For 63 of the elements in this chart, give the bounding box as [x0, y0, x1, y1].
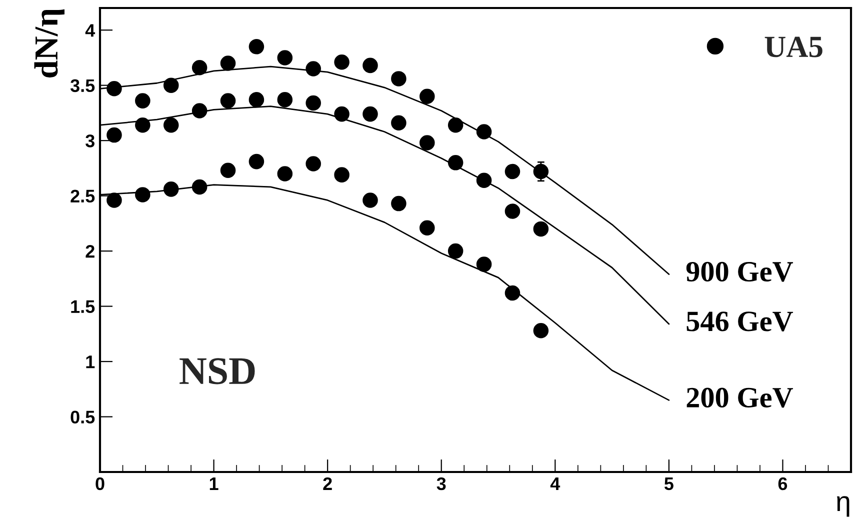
- point: [362, 106, 378, 122]
- point: [391, 196, 406, 212]
- point: [135, 187, 150, 202]
- point: [533, 322, 549, 338]
- point: [135, 93, 150, 108]
- annotation: NSD: [180, 358, 255, 384]
- point: [220, 93, 236, 108]
- point: [277, 50, 293, 66]
- x-tick-label: 5: [664, 478, 674, 490]
- legend-label: UA5: [764, 36, 822, 58]
- point: [362, 58, 378, 74]
- point: [420, 220, 435, 236]
- point: [334, 54, 350, 70]
- point: [277, 166, 293, 182]
- point: [306, 95, 321, 111]
- y-axis-title: dN/η: [34, 9, 64, 78]
- point: [106, 192, 122, 208]
- x-tick-label: 6: [778, 477, 788, 490]
- point: [192, 60, 208, 76]
- point: [334, 167, 350, 182]
- point: [533, 221, 549, 237]
- point: [362, 192, 378, 208]
- point: [504, 285, 520, 301]
- point: [448, 117, 464, 133]
- point: [277, 92, 293, 108]
- point: [448, 243, 464, 259]
- point: [163, 117, 179, 133]
- y-tick-label: 2: [86, 244, 94, 258]
- series-label: 200 GeV: [686, 388, 794, 408]
- x-tick-label: 3: [436, 477, 446, 490]
- point: [163, 78, 179, 93]
- series-label: 546 GeV: [686, 312, 794, 332]
- point: [420, 135, 435, 150]
- point: [334, 106, 350, 122]
- point: [220, 56, 236, 71]
- x-axis-title: η: [836, 496, 850, 517]
- point: [391, 115, 406, 131]
- y-tick-label: 1: [86, 356, 95, 368]
- x-tick-label: 4: [550, 478, 560, 490]
- point: [391, 71, 406, 86]
- point: [106, 127, 122, 143]
- x-tick-label: 2: [323, 477, 332, 490]
- point: [476, 256, 492, 272]
- x-tick-label: 0: [96, 477, 104, 490]
- y-tick-label: 1.5: [71, 300, 95, 314]
- point: [248, 154, 264, 170]
- point: [306, 61, 321, 76]
- x-tick-label: 1: [210, 478, 218, 490]
- point: [448, 155, 464, 170]
- point: [420, 88, 435, 104]
- y-tick-label: 0.5: [70, 410, 95, 424]
- point: [220, 162, 236, 178]
- point: [504, 164, 520, 180]
- point: [306, 156, 321, 172]
- y-tick-label: 4: [85, 24, 96, 37]
- point: [248, 92, 264, 108]
- point: [135, 117, 150, 133]
- y-tick-label: 2.5: [70, 190, 95, 203]
- point: [504, 204, 520, 219]
- y-tick-label: 3.5: [70, 79, 95, 92]
- point: [248, 39, 264, 54]
- series-label: 900 GeV: [686, 262, 794, 282]
- y-tick-label: 3: [86, 134, 94, 148]
